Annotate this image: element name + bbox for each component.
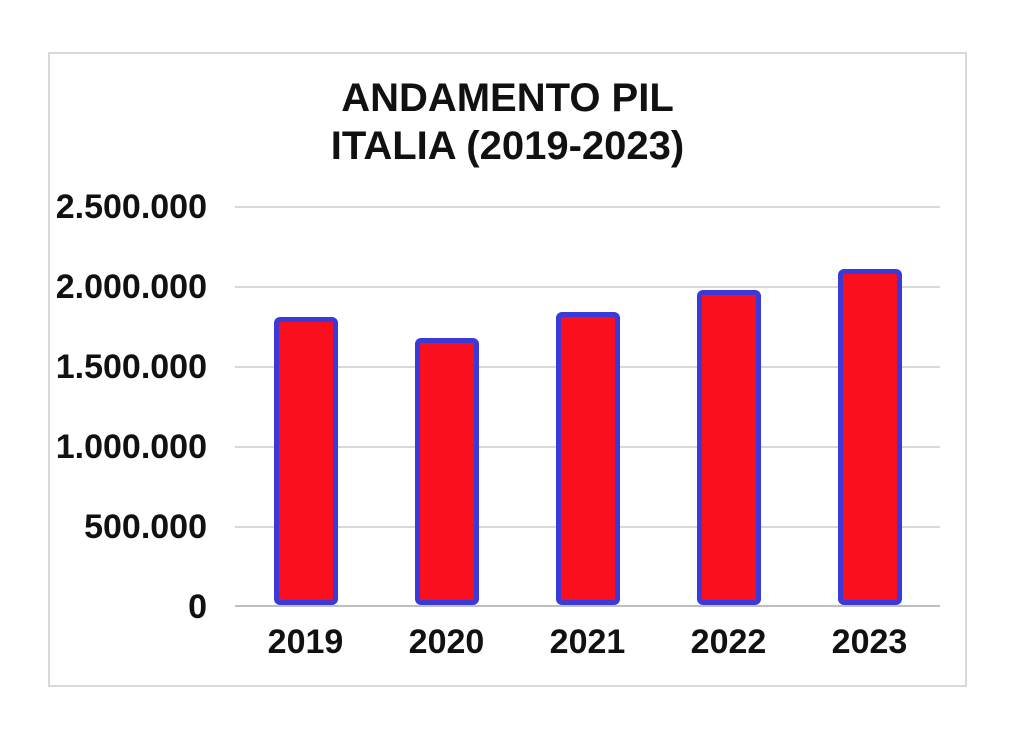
y-tick-label: 500.000: [84, 508, 207, 546]
title-line-1: ANDAMENTO PIL: [341, 76, 674, 120]
y-tick-label: 1.000.000: [55, 428, 207, 466]
y-tick-label: 1.500.000: [55, 348, 207, 386]
x-tick-label: 2022: [690, 623, 767, 661]
bar-2023: [837, 269, 902, 605]
x-tick-label: 2020: [408, 623, 485, 661]
gridline: [235, 206, 940, 208]
y-tick-label: 2.000.000: [55, 268, 207, 306]
chart-title: ANDAMENTO PIL ITALIA (2019-2023): [50, 74, 965, 170]
chart-frame: ANDAMENTO PIL ITALIA (2019-2023) 0 500.00…: [48, 52, 967, 687]
plot-area: [235, 206, 940, 607]
x-tick-label: 2023: [831, 623, 908, 661]
x-tick-label: 2019: [267, 623, 344, 661]
bar-2020: [414, 338, 479, 605]
y-tick-label: 2.500.000: [55, 188, 207, 226]
bar-2021: [555, 312, 620, 605]
title-line-2: ITALIA (2019-2023): [330, 124, 685, 168]
x-tick-label: 2021: [549, 623, 626, 661]
bar-2022: [696, 290, 761, 605]
y-tick-label: 0: [188, 588, 207, 626]
y-axis-labels: 0 500.000 1.000.000 1.500.000 2.000.000 2.500…: [50, 54, 965, 685]
gridline: [235, 286, 940, 288]
x-axis-labels: 2019 2020 2021 2022 2023: [235, 622, 940, 662]
bar-2019: [273, 317, 338, 605]
